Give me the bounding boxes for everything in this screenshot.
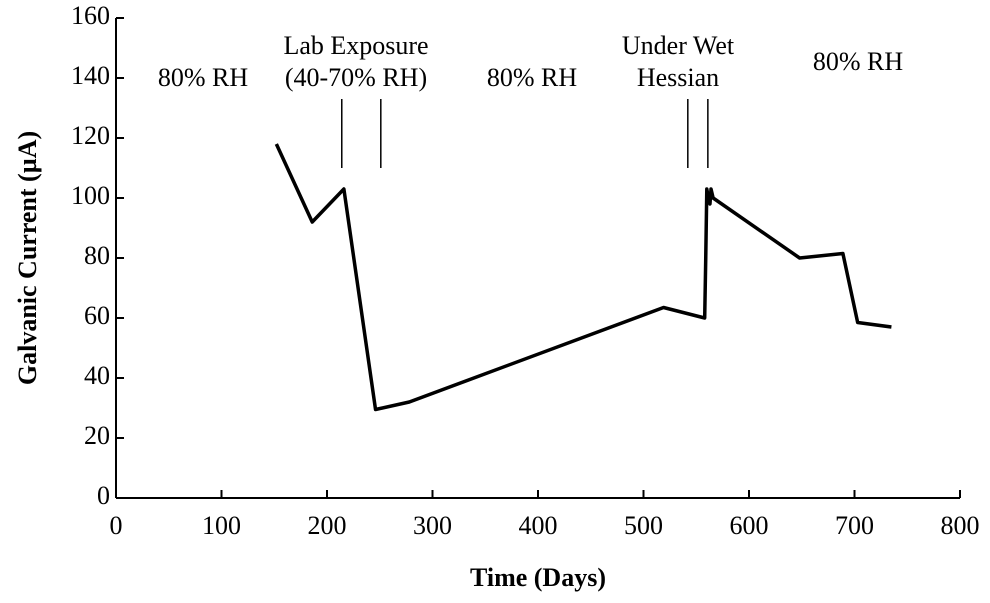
y-tick-label: 80 (84, 241, 110, 270)
annotation: 80% RH (813, 47, 904, 76)
x-tick-label: 100 (202, 511, 241, 540)
y-tick-label: 140 (71, 61, 110, 90)
x-tick-label: 700 (835, 511, 874, 540)
y-tick-label: 0 (97, 481, 110, 510)
x-tick-label: 200 (308, 511, 347, 540)
x-tick-label: 500 (624, 511, 663, 540)
y-tick-label: 40 (84, 361, 110, 390)
annotation: 80% RH (487, 63, 578, 92)
x-tick-label: 800 (941, 511, 980, 540)
x-tick-label: 300 (413, 511, 452, 540)
x-tick-label: 0 (110, 511, 123, 540)
y-tick-label: 100 (71, 181, 110, 210)
annotation: 80% RH (158, 63, 249, 92)
annotation: Hessian (637, 63, 719, 92)
x-tick-label: 400 (519, 511, 558, 540)
annotation: Lab Exposure (283, 31, 428, 60)
y-tick-label: 120 (71, 121, 110, 150)
data-line (274, 143, 892, 412)
y-axis-title: Galvanic Current (µA) (13, 131, 42, 385)
x-axis-title: Time (Days) (470, 563, 606, 592)
y-tick-label: 20 (84, 421, 110, 450)
y-tick-label: 160 (71, 1, 110, 30)
y-tick-label: 60 (84, 301, 110, 330)
x-tick-label: 600 (730, 511, 769, 540)
annotation: Under Wet (622, 31, 735, 60)
annotation: (40-70% RH) (285, 63, 427, 92)
